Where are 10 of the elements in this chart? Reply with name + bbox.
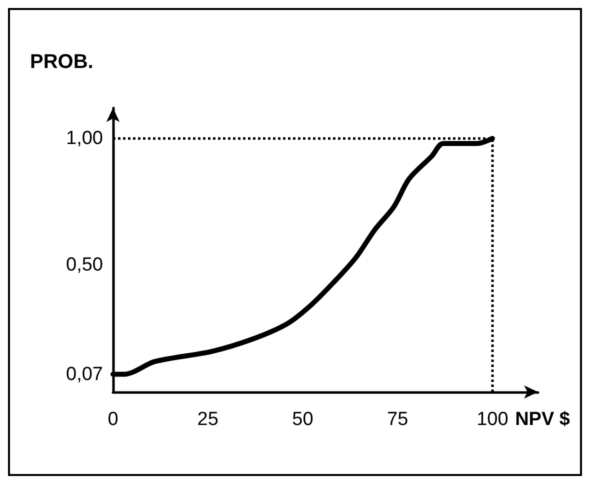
y-tick-label: 1,00 bbox=[66, 128, 103, 149]
y-axis-title: PROB. bbox=[30, 51, 94, 73]
x-tick-label: 50 bbox=[292, 409, 314, 430]
y-tick-label: 0,50 bbox=[66, 254, 103, 276]
x-tick-label: 0 bbox=[108, 409, 118, 430]
x-tick-label: 25 bbox=[197, 409, 218, 430]
x-tick-label: 75 bbox=[387, 409, 408, 430]
x-axis-title: NPV $ bbox=[515, 409, 570, 430]
y-tick-label: 0,07 bbox=[66, 364, 103, 385]
x-tick-label: 100 bbox=[476, 409, 508, 430]
